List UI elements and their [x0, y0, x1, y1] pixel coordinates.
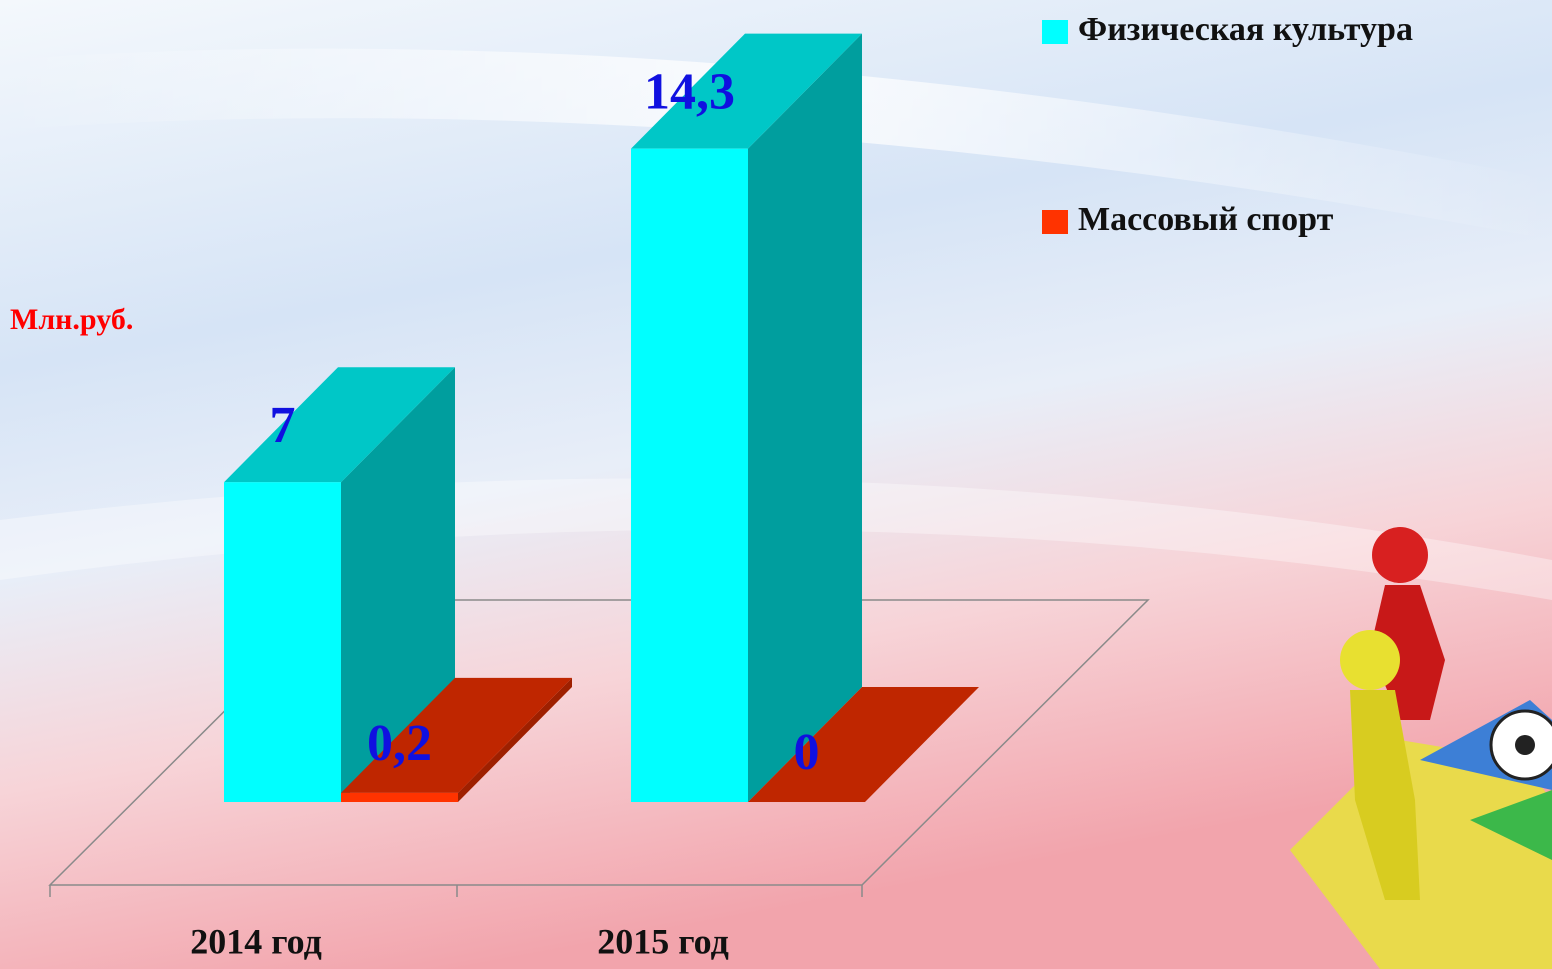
data-label: 0 [794, 724, 820, 781]
legend-swatch [1042, 210, 1068, 234]
data-label: 14,3 [644, 64, 735, 121]
data-label: 0,2 [367, 715, 432, 772]
bar-front [341, 793, 458, 802]
bar-front [224, 482, 341, 802]
legend-swatch [1042, 20, 1068, 44]
legend-label: Физическая культура [1078, 11, 1413, 48]
page: Млн.руб. 2014 год 2015 год 7 14,3 Физическая… [0, 0, 1552, 969]
chart: Млн.руб. 2014 год 2015 год 7 14,3 Физическая… [0, 0, 1552, 969]
x-tick-label: 2014 год [190, 921, 322, 961]
data-label: 7 [270, 397, 296, 454]
y-axis-label: Млн.руб. [10, 303, 133, 336]
bar-front [631, 149, 748, 802]
bar [631, 34, 862, 802]
bar-side [748, 34, 862, 802]
x-tick-label: 2015 год [597, 921, 729, 961]
legend-label: Массовый спорт [1078, 201, 1334, 238]
